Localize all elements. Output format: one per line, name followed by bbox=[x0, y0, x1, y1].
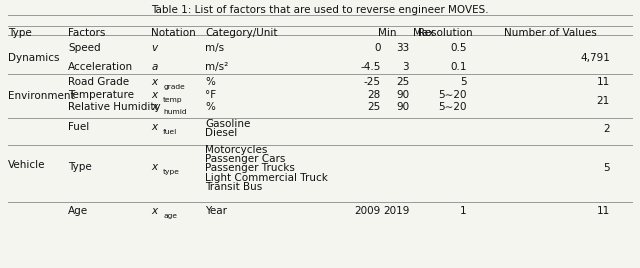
Text: Road Grade: Road Grade bbox=[68, 77, 129, 87]
Text: Category/Unit: Category/Unit bbox=[205, 28, 278, 38]
Text: 25: 25 bbox=[367, 102, 381, 112]
Text: Age: Age bbox=[68, 206, 88, 216]
Text: 2009: 2009 bbox=[355, 206, 381, 216]
Text: Light Commercial Truck: Light Commercial Truck bbox=[205, 173, 328, 183]
Text: -4.5: -4.5 bbox=[360, 62, 381, 72]
Text: Relative Humidity: Relative Humidity bbox=[68, 102, 161, 112]
Text: 2: 2 bbox=[604, 124, 610, 134]
Text: m/s²: m/s² bbox=[205, 62, 228, 72]
Text: Motorcycles: Motorcycles bbox=[205, 145, 268, 155]
Text: 90: 90 bbox=[396, 90, 409, 100]
Text: Vehicle: Vehicle bbox=[8, 159, 45, 169]
Text: °F: °F bbox=[205, 90, 216, 100]
Text: 5: 5 bbox=[604, 163, 610, 173]
Text: m/s: m/s bbox=[205, 43, 225, 53]
Text: Table 1: List of factors that are used to reverse engineer MOVES.: Table 1: List of factors that are used t… bbox=[151, 5, 489, 15]
Text: $x$: $x$ bbox=[151, 122, 159, 132]
Text: 0.5: 0.5 bbox=[450, 43, 467, 53]
Text: 5∼20: 5∼20 bbox=[438, 102, 467, 112]
Text: Passenger Cars: Passenger Cars bbox=[205, 154, 285, 164]
Text: humid: humid bbox=[163, 109, 187, 115]
Text: $x$: $x$ bbox=[151, 162, 159, 172]
Text: Transit Bus: Transit Bus bbox=[205, 182, 262, 192]
Text: 4,791: 4,791 bbox=[580, 53, 610, 63]
Text: $x$: $x$ bbox=[151, 206, 159, 216]
Text: Number of Values: Number of Values bbox=[504, 28, 597, 38]
Text: %: % bbox=[205, 102, 215, 112]
Text: $x$: $x$ bbox=[151, 90, 159, 100]
Text: Speed: Speed bbox=[68, 43, 101, 53]
Text: 28: 28 bbox=[367, 90, 381, 100]
Text: Passenger Trucks: Passenger Trucks bbox=[205, 163, 295, 173]
Text: Fuel: Fuel bbox=[68, 122, 90, 132]
Text: Type: Type bbox=[68, 162, 92, 172]
Text: 0: 0 bbox=[374, 43, 381, 53]
Text: Dynamics: Dynamics bbox=[8, 53, 60, 63]
Text: Max: Max bbox=[413, 28, 435, 38]
Text: Type: Type bbox=[8, 28, 31, 38]
Text: Gasoline: Gasoline bbox=[205, 119, 251, 129]
Text: fuel: fuel bbox=[163, 129, 177, 135]
Text: 11: 11 bbox=[596, 77, 610, 87]
Text: Year: Year bbox=[205, 206, 227, 216]
Text: %: % bbox=[205, 77, 215, 87]
Text: Diesel: Diesel bbox=[205, 128, 237, 139]
Text: 25: 25 bbox=[396, 77, 409, 87]
Text: Acceleration: Acceleration bbox=[68, 62, 133, 72]
Text: 21: 21 bbox=[596, 96, 610, 106]
Text: $x$: $x$ bbox=[151, 102, 159, 112]
Text: temp: temp bbox=[163, 97, 183, 103]
Text: Environment: Environment bbox=[8, 91, 74, 100]
Text: Notation: Notation bbox=[151, 28, 196, 38]
Text: 0.1: 0.1 bbox=[450, 62, 467, 72]
Text: 3: 3 bbox=[403, 62, 409, 72]
Text: $v$: $v$ bbox=[151, 43, 159, 53]
Text: Temperature: Temperature bbox=[68, 90, 134, 100]
Text: 5∼20: 5∼20 bbox=[438, 90, 467, 100]
Text: 33: 33 bbox=[396, 43, 409, 53]
Text: grade: grade bbox=[163, 84, 185, 90]
Text: 2019: 2019 bbox=[383, 206, 409, 216]
Text: 5: 5 bbox=[460, 77, 467, 87]
Text: $x$: $x$ bbox=[151, 77, 159, 87]
Text: Factors: Factors bbox=[68, 28, 106, 38]
Text: type: type bbox=[163, 169, 180, 175]
Text: 90: 90 bbox=[396, 102, 409, 112]
Text: -25: -25 bbox=[364, 77, 381, 87]
Text: Min: Min bbox=[378, 28, 396, 38]
Text: 1: 1 bbox=[460, 206, 467, 216]
Text: $a$: $a$ bbox=[151, 62, 159, 72]
Text: Resolution: Resolution bbox=[419, 28, 473, 38]
Text: 11: 11 bbox=[596, 206, 610, 216]
Text: age: age bbox=[163, 213, 177, 219]
